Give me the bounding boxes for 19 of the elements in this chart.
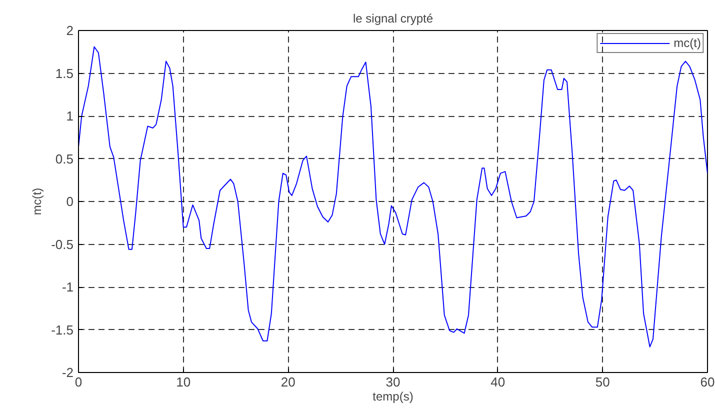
x-tick-label: 30 (386, 374, 400, 390)
y-tick-label: 0 (66, 194, 74, 209)
x-tick-label: 10 (176, 374, 191, 390)
x-tick-label: 40 (490, 374, 506, 390)
series-label: mc(t) (674, 36, 701, 50)
y-tick-label: 1 (66, 108, 74, 124)
y-tick-label: 2 (66, 23, 74, 38)
x-tick-label: 50 (595, 374, 610, 390)
y-tick-label: -1 (62, 280, 74, 294)
y-tick-label: -2 (62, 365, 74, 380)
x-tick-label: 60 (700, 374, 715, 390)
x-axis-title: temp(s) (372, 390, 414, 404)
y-axis-title: mc(t) (30, 188, 44, 216)
chart-title: le signal crypté (352, 12, 434, 26)
y-tick-label: -0.5 (51, 236, 74, 252)
y-tick-label: 0.5 (55, 151, 74, 166)
x-tick-label: 20 (280, 374, 296, 390)
y-tick-label: -1.5 (51, 322, 74, 338)
y-tick-label: 1.5 (55, 66, 74, 81)
